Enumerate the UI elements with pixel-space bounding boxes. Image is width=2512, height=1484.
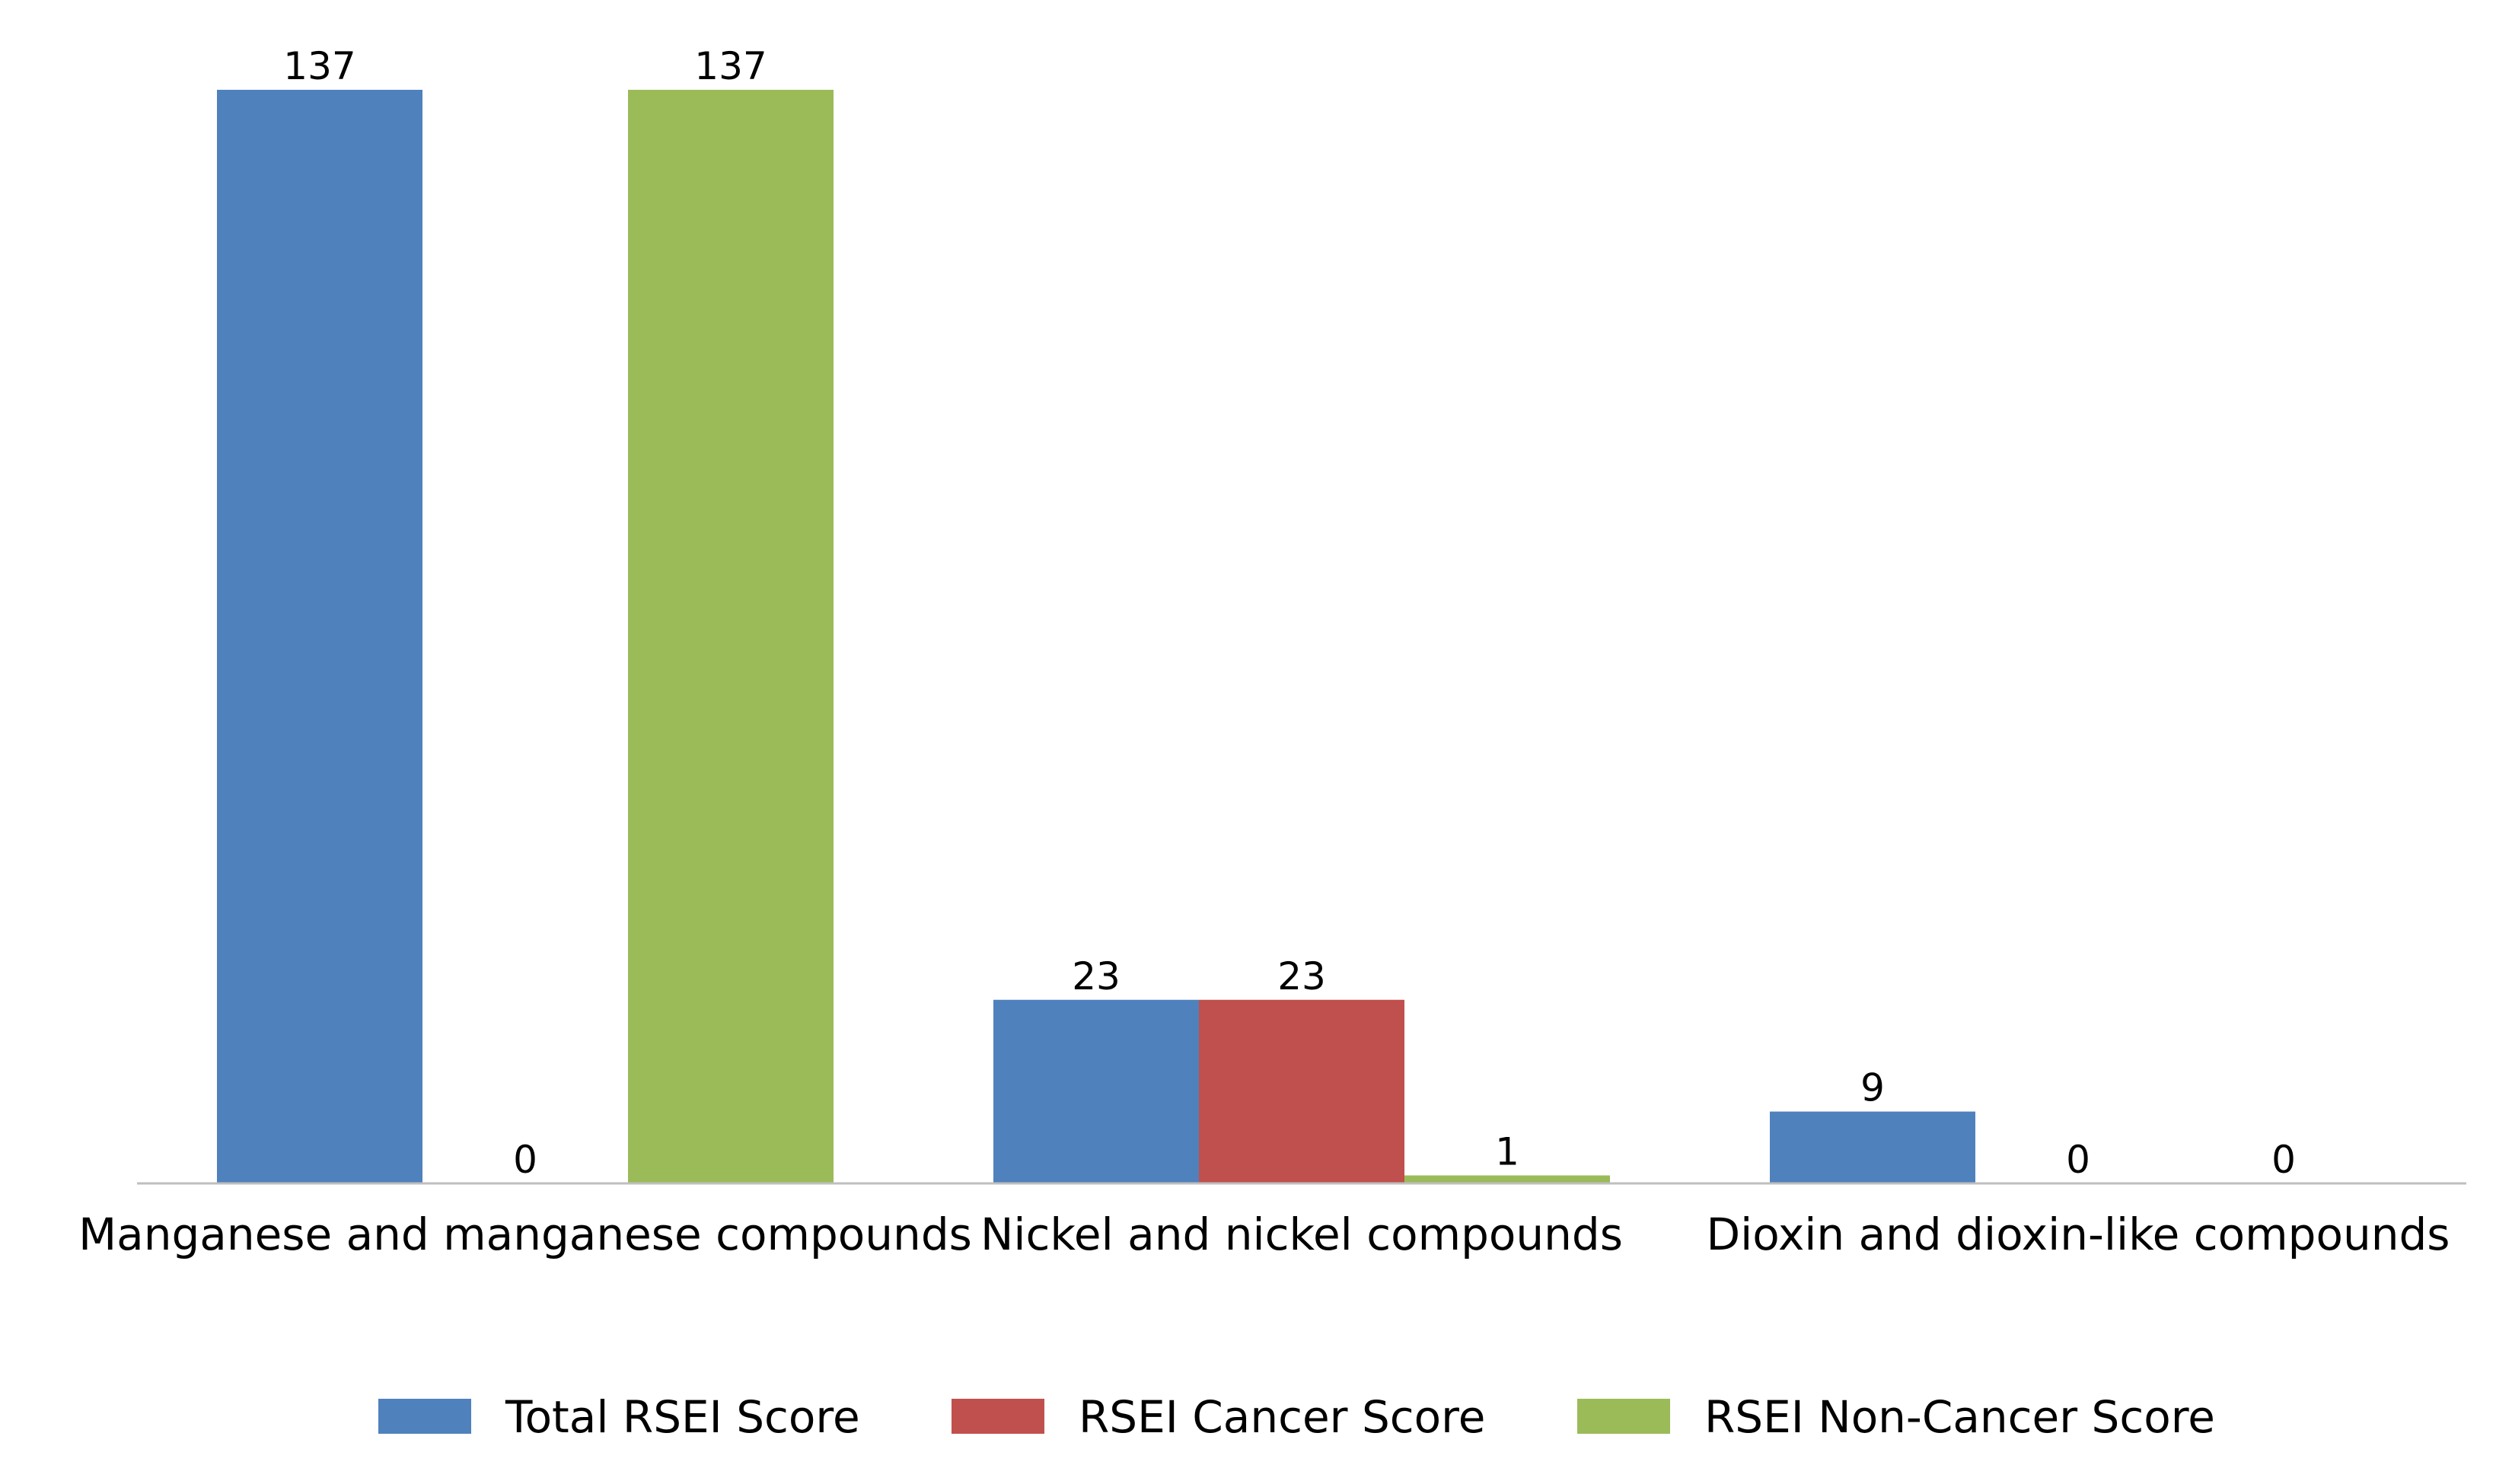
legend-label-total-rsei-score: Total RSEI Score — [505, 1391, 860, 1443]
bar-rsei-non-cancer-score-nickel-and-nickel-compounds — [1404, 1175, 1610, 1183]
data-labels-layer: 137 0 137 23 23 1 9 0 0 — [283, 44, 2296, 1182]
data-label-total-rsei-score-nickel-and-nickel-compounds: 23 — [1072, 954, 1121, 998]
x-tick-label-nickel-and-nickel-compounds: Nickel and nickel compounds — [980, 1209, 1623, 1260]
data-label-rsei-non-cancer-score-manganese-and-manganese-compounds: 137 — [694, 44, 767, 88]
bar-total-rsei-score-manganese-and-manganese-compounds — [217, 90, 422, 1183]
legend-swatch-rsei-cancer-score — [952, 1399, 1044, 1434]
legend-swatch-total-rsei-score — [378, 1399, 471, 1434]
bar-rsei-non-cancer-score-manganese-and-manganese-compounds — [628, 90, 834, 1183]
bars-layer — [217, 90, 1975, 1183]
data-label-rsei-cancer-score-nickel-and-nickel-compounds: 23 — [1277, 954, 1326, 998]
x-tick-labels: Manganese and manganese compounds Nickel … — [78, 1209, 2450, 1260]
x-tick-label-dioxin-and-dioxin-like-compounds: Dioxin and dioxin-like compounds — [1706, 1209, 2450, 1260]
data-label-total-rsei-score-manganese-and-manganese-compounds: 137 — [283, 44, 355, 88]
data-label-rsei-non-cancer-score-nickel-and-nickel-compounds: 1 — [1495, 1130, 1519, 1174]
legend-label-rsei-non-cancer-score: RSEI Non-Cancer Score — [1704, 1391, 2215, 1443]
data-label-rsei-cancer-score-manganese-and-manganese-compounds: 0 — [513, 1138, 537, 1182]
data-label-total-rsei-score-dioxin-and-dioxin-like-compounds: 9 — [1860, 1066, 1885, 1110]
bar-total-rsei-score-dioxin-and-dioxin-like-compounds — [1770, 1111, 1975, 1183]
data-label-rsei-cancer-score-dioxin-and-dioxin-like-compounds: 0 — [2066, 1138, 2090, 1182]
bar-rsei-cancer-score-nickel-and-nickel-compounds — [1199, 999, 1404, 1183]
data-label-rsei-non-cancer-score-dioxin-and-dioxin-like-compounds: 0 — [2271, 1138, 2296, 1182]
legend: Total RSEI Score RSEI Cancer Score RSEI No… — [378, 1391, 2215, 1443]
legend-label-rsei-cancer-score: RSEI Cancer Score — [1079, 1391, 1485, 1443]
legend-swatch-rsei-non-cancer-score — [1577, 1399, 1670, 1434]
bar-total-rsei-score-nickel-and-nickel-compounds — [993, 999, 1199, 1183]
x-tick-label-manganese-and-manganese-compounds: Manganese and manganese compounds — [78, 1209, 972, 1260]
